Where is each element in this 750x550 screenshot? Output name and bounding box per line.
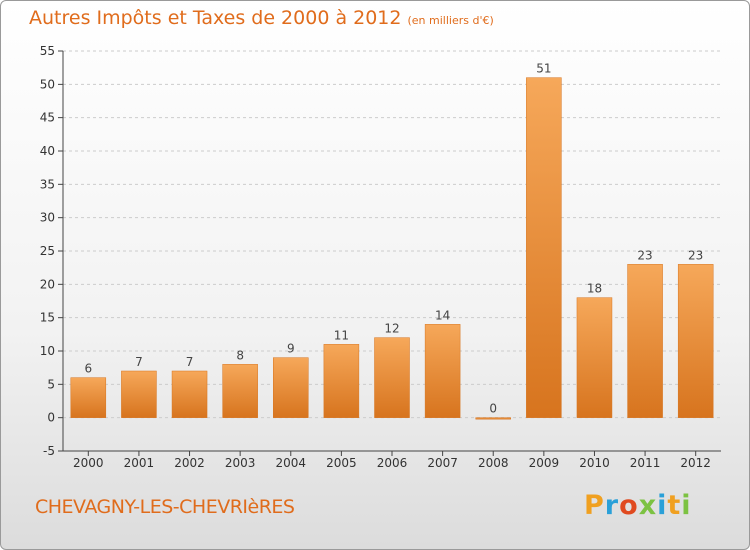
y-tick-label: 40 bbox=[40, 144, 55, 158]
y-tick-label: 50 bbox=[40, 77, 55, 91]
x-tick-label-2010: 2010 bbox=[579, 456, 610, 470]
y-tick-label: 45 bbox=[40, 111, 55, 125]
bar-2008 bbox=[475, 417, 511, 420]
labels: -505101520253035404550556200072001720028… bbox=[40, 44, 711, 470]
x-tick-label-2000: 2000 bbox=[73, 456, 104, 470]
commune-name: CHEVAGNY-LES-CHEVRIèRES bbox=[35, 496, 295, 518]
y-tick-label: -5 bbox=[43, 444, 55, 458]
x-tick-label-2004: 2004 bbox=[275, 456, 306, 470]
x-tick-label-2002: 2002 bbox=[174, 456, 205, 470]
y-tick-label: 10 bbox=[40, 344, 55, 358]
logo-letter: x bbox=[638, 490, 658, 521]
value-label-2007: 14 bbox=[435, 308, 450, 322]
chart-subtitle: (en milliers d'€) bbox=[407, 14, 494, 27]
value-label-2006: 12 bbox=[384, 322, 399, 336]
logo-letter: P bbox=[584, 490, 605, 521]
proxiti-logo: Proxiti bbox=[584, 490, 692, 521]
logo-letter: i bbox=[681, 490, 692, 521]
bar-2010 bbox=[576, 297, 613, 418]
value-label-2005: 11 bbox=[334, 328, 349, 342]
value-label-2008: 0 bbox=[489, 402, 497, 416]
value-label-2002: 7 bbox=[186, 355, 194, 369]
y-tick-label: 0 bbox=[47, 411, 55, 425]
x-tick-label-2011: 2011 bbox=[630, 456, 661, 470]
bar-2003 bbox=[222, 364, 258, 418]
y-tick-label: 25 bbox=[40, 244, 55, 258]
x-tick-label-2005: 2005 bbox=[326, 456, 357, 470]
axes bbox=[58, 50, 721, 456]
y-tick-label: 15 bbox=[40, 311, 55, 325]
logo-letter: i bbox=[657, 490, 668, 521]
x-tick-label-2012: 2012 bbox=[680, 456, 711, 470]
value-label-2004: 9 bbox=[287, 342, 295, 356]
value-label-2012: 23 bbox=[688, 248, 703, 262]
logo-letter: r bbox=[604, 490, 620, 521]
logo-letter: t bbox=[667, 490, 682, 521]
y-tick-label: 35 bbox=[40, 177, 55, 191]
y-tick-label: 30 bbox=[40, 211, 55, 225]
x-tick-label-2006: 2006 bbox=[377, 456, 408, 470]
bar-2004 bbox=[273, 357, 309, 418]
logo-letter: o bbox=[619, 490, 639, 521]
value-label-2011: 23 bbox=[637, 248, 652, 262]
value-label-2000: 6 bbox=[84, 362, 92, 376]
bar-2001 bbox=[121, 370, 157, 418]
chart-title: Autres Impôts et Taxes de 2000 à 2012 (en… bbox=[29, 7, 494, 29]
value-label-2001: 7 bbox=[135, 355, 143, 369]
bar-2012 bbox=[677, 264, 714, 418]
bar-2009 bbox=[526, 77, 562, 418]
bars bbox=[70, 77, 714, 420]
bar-2007 bbox=[424, 324, 461, 418]
bar-2011 bbox=[627, 264, 663, 418]
bar-2005 bbox=[323, 344, 360, 418]
x-tick-label-2009: 2009 bbox=[529, 456, 560, 470]
y-tick-label: 55 bbox=[40, 44, 55, 58]
x-tick-label-2001: 2001 bbox=[124, 456, 155, 470]
x-tick-label-2003: 2003 bbox=[225, 456, 256, 470]
x-tick-label-2007: 2007 bbox=[427, 456, 458, 470]
value-label-2003: 8 bbox=[236, 348, 244, 362]
value-label-2009: 51 bbox=[536, 62, 551, 76]
value-label-2010: 18 bbox=[587, 282, 602, 296]
bar-2000 bbox=[70, 377, 107, 418]
x-tick-label-2008: 2008 bbox=[478, 456, 509, 470]
y-tick-label: 20 bbox=[40, 277, 55, 291]
y-tick-label: 5 bbox=[47, 377, 55, 391]
bar-2002 bbox=[171, 370, 208, 418]
bar-2006 bbox=[374, 337, 410, 418]
chart-title-text: Autres Impôts et Taxes de 2000 à 2012 bbox=[29, 7, 402, 29]
